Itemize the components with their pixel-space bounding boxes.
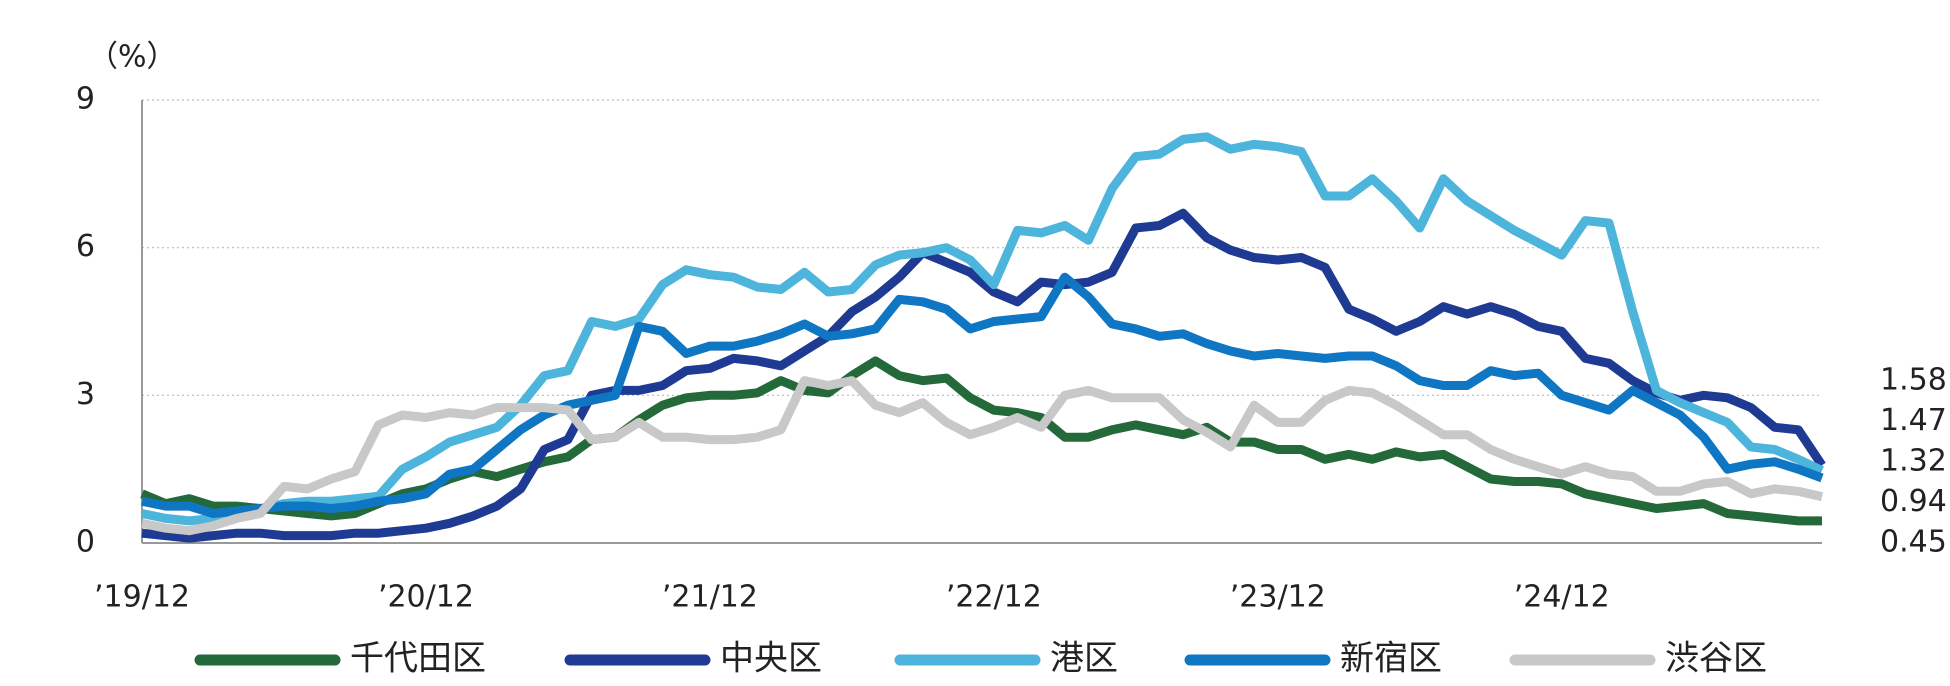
end-value-label: 1.58 — [1880, 363, 1947, 398]
x-tick-label: ’24/12 — [1514, 580, 1610, 615]
x-tick-label: ’19/12 — [94, 580, 190, 615]
series-line — [141, 208, 1826, 543]
end-value-label: 1.32 — [1880, 444, 1947, 479]
y-tick-label: 9 — [76, 82, 95, 117]
end-value-label: 0.45 — [1880, 525, 1947, 560]
x-tick-label: ’22/12 — [946, 580, 1042, 615]
legend-label: 港区 — [1050, 639, 1118, 679]
y-tick-label: 6 — [76, 229, 95, 264]
y-tick-label: 0 — [76, 525, 95, 560]
x-tick-label: ’20/12 — [378, 580, 474, 615]
series-line — [141, 272, 1824, 518]
series-line — [141, 132, 1824, 526]
y-tick-label: 3 — [76, 377, 95, 412]
x-tick-label: ’23/12 — [1230, 580, 1326, 615]
x-tick-label: ’21/12 — [662, 580, 758, 615]
y-axis-label: （%） — [88, 40, 177, 75]
end-value-label: 1.47 — [1880, 403, 1947, 438]
legend-label: 渋谷区 — [1665, 639, 1767, 679]
legend-label: 千代田区 — [350, 639, 486, 679]
series-line — [140, 356, 1822, 526]
end-value-label: 0.94 — [1880, 484, 1947, 519]
legend-label: 中央区 — [720, 639, 822, 679]
legend-label: 新宿区 — [1340, 639, 1442, 679]
series-line — [141, 376, 1823, 536]
